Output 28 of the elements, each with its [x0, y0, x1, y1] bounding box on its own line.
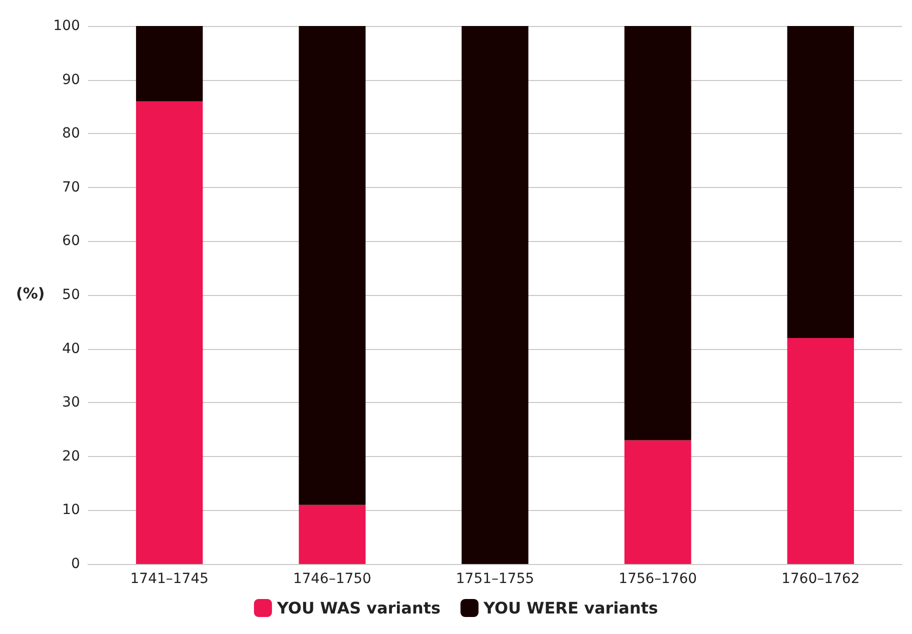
y-tick-label: 0 — [71, 556, 80, 572]
bar — [787, 338, 854, 564]
y-tick-label: 100 — [53, 18, 80, 34]
y-axis-title: (%) — [16, 284, 45, 302]
bar — [136, 26, 203, 102]
y-tick-label: 80 — [62, 126, 80, 142]
bar — [624, 440, 692, 564]
y-tick-label: 20 — [62, 448, 80, 464]
legend-label: YOU WAS variants — [276, 598, 441, 618]
bar — [298, 504, 366, 564]
x-tick-label: 1751–1755 — [456, 571, 534, 587]
bar — [462, 26, 528, 564]
y-tick-label: 40 — [62, 340, 80, 357]
bar — [624, 26, 692, 440]
y-tick-label: 60 — [62, 233, 80, 250]
x-tick-label: 1741–1745 — [130, 571, 209, 587]
y-tick-label: 90 — [62, 72, 80, 88]
y-tick-label: 50 — [62, 287, 80, 303]
x-tick-label: 1746–1750 — [293, 571, 372, 587]
y-tick-label: 70 — [62, 179, 80, 196]
bar — [787, 26, 854, 338]
y-tick-label: 30 — [62, 394, 80, 411]
legend-label: YOU WERE variants — [482, 598, 658, 618]
bar — [298, 26, 366, 505]
x-tick-label: 1760–1762 — [781, 571, 860, 587]
bar — [136, 101, 203, 564]
x-tick-label: 1756–1760 — [618, 571, 697, 587]
y-tick-label: 10 — [62, 502, 80, 518]
